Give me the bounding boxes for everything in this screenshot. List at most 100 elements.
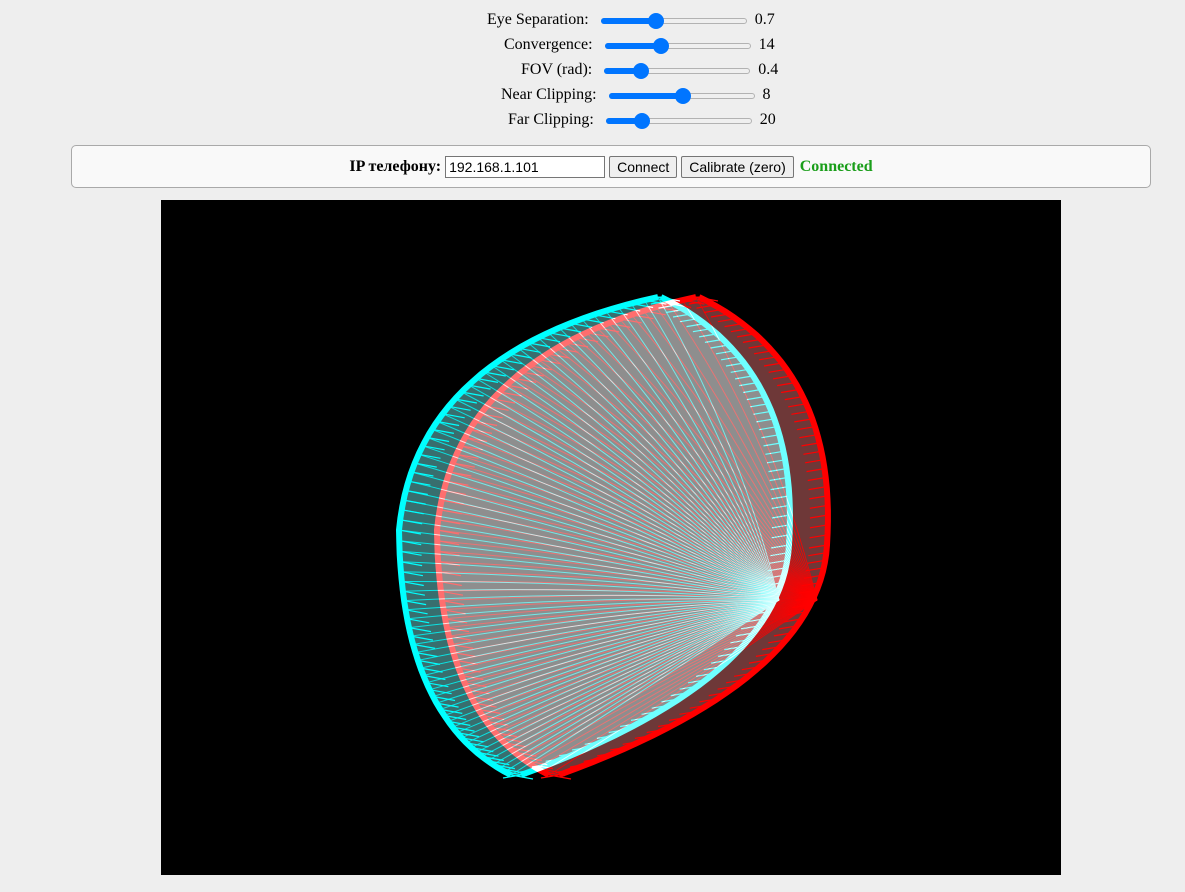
wire-line xyxy=(442,594,818,602)
edge-strand xyxy=(426,682,449,688)
stereo-viewport[interactable] xyxy=(161,200,1061,875)
edge-strand xyxy=(808,486,827,491)
edge-strand xyxy=(401,580,424,587)
far-clipping-slider[interactable] xyxy=(605,112,752,129)
edge-strand xyxy=(403,499,426,505)
control-label: Far Clipping: xyxy=(508,110,594,128)
wire-line xyxy=(486,599,818,722)
fov-slider[interactable] xyxy=(604,62,751,79)
wire-line xyxy=(565,342,818,601)
wire-line xyxy=(437,550,818,601)
wire-line xyxy=(556,347,818,601)
edge-strand xyxy=(436,529,460,535)
wire-line xyxy=(478,599,818,710)
wire-line xyxy=(439,509,818,601)
slider-thumb[interactable] xyxy=(652,37,669,54)
edge-strand xyxy=(440,590,464,596)
wire-line xyxy=(469,428,818,601)
wire-line xyxy=(443,598,818,611)
wire-line xyxy=(536,599,818,769)
wire-line xyxy=(458,599,818,669)
edge-strand xyxy=(403,600,427,606)
edge-strand xyxy=(431,428,455,434)
wire-line xyxy=(490,599,818,728)
wire-line xyxy=(538,359,818,601)
ip-input[interactable] xyxy=(445,155,606,178)
wire-line xyxy=(509,599,818,749)
wire-line xyxy=(521,371,818,601)
control-far-clipping: Far Clipping: 20 xyxy=(508,107,776,132)
wire-line xyxy=(446,599,818,629)
control-near-clipping: Near Clipping: 8 xyxy=(501,82,771,107)
right-eye-render xyxy=(433,294,831,780)
edge-strand xyxy=(439,509,462,515)
slider-thumb[interactable] xyxy=(647,12,664,29)
slider-thumb[interactable] xyxy=(674,87,691,104)
edge-strand xyxy=(443,489,466,496)
edge-strand xyxy=(439,580,462,587)
edge-strand xyxy=(437,540,460,546)
wire-line xyxy=(464,599,818,684)
edge-strand xyxy=(399,561,423,567)
edge-strand xyxy=(418,453,441,459)
lens-contour xyxy=(395,294,659,778)
edge-strand xyxy=(405,489,428,496)
edge-strand xyxy=(454,398,478,404)
edge-strand xyxy=(449,471,472,477)
wire-line xyxy=(440,589,818,601)
wire-line xyxy=(451,599,818,645)
wire-line xyxy=(446,480,818,601)
edge-strand xyxy=(455,659,479,665)
wire-line xyxy=(449,471,818,601)
wire-line xyxy=(448,599,818,637)
wire-line xyxy=(443,490,818,601)
convergence-slider[interactable] xyxy=(604,37,751,54)
wire-line xyxy=(438,519,818,601)
wire-line xyxy=(504,599,818,744)
edge-strand xyxy=(474,420,498,427)
edge-strand xyxy=(450,643,474,649)
control-label: FOV (rad): xyxy=(521,60,593,78)
control-value: 14 xyxy=(758,35,775,53)
connect-button[interactable]: Connect xyxy=(609,155,678,178)
control-label: Eye Separation: xyxy=(487,10,589,28)
eye-separation-slider[interactable] xyxy=(600,12,747,29)
wire-line xyxy=(513,377,818,601)
edge-strand xyxy=(807,476,826,482)
edge-strand xyxy=(417,659,441,665)
wire-line xyxy=(668,303,818,601)
edge-strand xyxy=(480,413,503,419)
wire-line xyxy=(695,296,818,601)
control-value: 8 xyxy=(762,85,771,103)
edge-strand xyxy=(796,426,815,431)
control-fov: FOV (rad): 0.4 xyxy=(521,57,778,82)
wire-line xyxy=(619,318,818,601)
edge-strand xyxy=(398,529,422,535)
wire-line xyxy=(438,561,818,601)
edge-strand xyxy=(809,495,828,500)
wire-line xyxy=(607,322,818,601)
near-clipping-slider[interactable] xyxy=(608,87,755,104)
wire-line xyxy=(525,599,818,762)
wire-line xyxy=(441,499,818,601)
control-eye-separation: Eye Separation: 0.7 xyxy=(487,7,775,32)
edge-strand xyxy=(453,651,476,658)
slider-thumb[interactable] xyxy=(634,112,651,129)
wire-line xyxy=(514,599,818,753)
wire-line xyxy=(530,599,818,766)
control-convergence: Convergence: 14 xyxy=(504,32,775,57)
wire-line xyxy=(492,398,818,601)
connection-panel: IP телефону: Connect Calibrate (zero) Co… xyxy=(71,145,1151,188)
calibrate-button[interactable]: Calibrate (zero) xyxy=(681,155,794,178)
connection-status: Connected xyxy=(799,157,873,175)
wire-line xyxy=(437,540,818,601)
edge-strand xyxy=(464,436,488,443)
edge-strand xyxy=(422,445,445,451)
wire-line xyxy=(445,599,818,620)
edge-strand xyxy=(411,471,434,477)
edge-strand xyxy=(437,561,461,567)
edge-strand xyxy=(400,519,423,525)
wire-line xyxy=(482,599,818,716)
slider-thumb[interactable] xyxy=(632,62,649,79)
control-value: 20 xyxy=(759,110,776,128)
